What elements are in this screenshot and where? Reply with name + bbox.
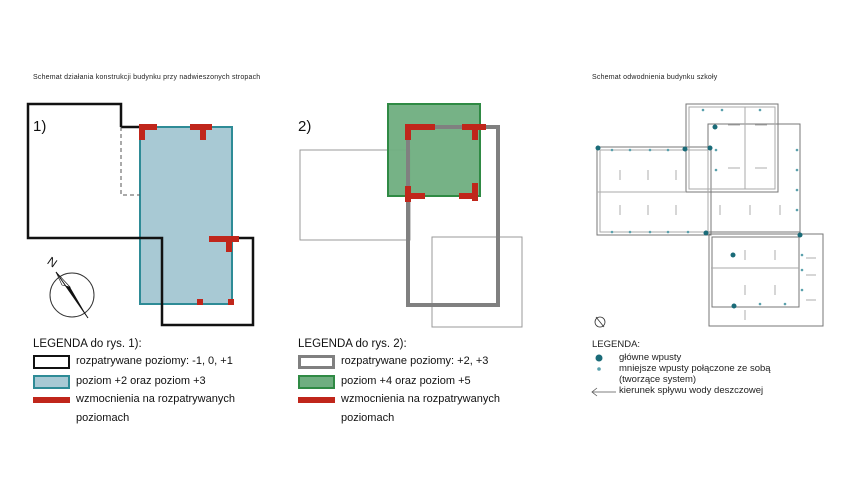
left-diagram-title: Schemat działania konstrukcji budynku pr… [33, 74, 261, 81]
drainage-compass-icon [594, 316, 606, 328]
fig2-legend-swatch-red [298, 397, 335, 403]
drainage-legend-item-2-cont: (tworzące system) [619, 374, 697, 385]
fig1-legend-swatch-red [33, 397, 70, 403]
compass-north-label: N [45, 254, 60, 270]
compass-icon [49, 271, 95, 319]
fig2-levels-outline [406, 125, 500, 307]
drainage-legend-title: LEGENDA: [592, 339, 641, 350]
fig2-thin-outline-right [431, 236, 523, 328]
figure-2-plan [299, 103, 523, 328]
drainage-legend-item-1: główne wpusty [619, 352, 682, 363]
fig1-lower-levels-outline [26, 102, 255, 327]
fig2-legend-item-2: poziom +4 oraz poziom +5 [341, 375, 471, 387]
legend-main-drain-icon [595, 354, 603, 362]
figure-1-number: 1) [33, 118, 47, 135]
fig2-legend-item-1: rozpatrywane poziomy: +2, +3 [341, 355, 489, 367]
main-drains [595, 124, 803, 309]
drainage-legend-item-3: kierunek spływu wody deszczowej [619, 385, 764, 396]
fig2-legend-title: LEGENDA do rys. 2): [298, 338, 407, 350]
fig1-legend-item-2: poziom +2 oraz poziom +3 [76, 375, 206, 387]
drainage-legend-item-2: mniejsze wpusty połączone ze sobą [619, 363, 771, 374]
fig1-legend-title: LEGENDA do rys. 1): [33, 338, 142, 350]
drainage-flow-arrows [619, 124, 816, 320]
fig1-reinforcements [139, 124, 239, 305]
fig1-legend-swatch-blue [33, 375, 70, 389]
fig2-reinforcements [405, 124, 486, 202]
right-diagram-title: Schemat odwodnienia budynku szkoły [592, 74, 718, 81]
fig1-legend-item-3: wzmocnienia na rozpatrywanych [76, 393, 235, 405]
legend-flow-arrow-icon [591, 387, 616, 397]
fig1-legend-item-3-cont: poziomach [76, 412, 130, 424]
drainage-plan [596, 103, 824, 327]
fig1-legend-item-1: rozpatrywane poziomy: -1, 0, +1 [76, 355, 233, 367]
fig2-legend-item-3-cont: poziomach [341, 412, 395, 424]
fig2-legend-swatch-outline [298, 355, 335, 369]
fig1-legend-swatch-outline [33, 355, 70, 369]
figure-1-plan [26, 102, 255, 327]
fig2-legend-swatch-green [298, 375, 335, 389]
legend-small-drain-icon [597, 367, 601, 371]
fig2-legend-item-3: wzmocnienia na rozpatrywanych [341, 393, 500, 405]
fig1-upper-levels-area [139, 126, 233, 305]
figure-2-number: 2) [298, 118, 312, 135]
fig1-hidden-edge [120, 127, 140, 196]
fig2-upper-levels-area [387, 103, 481, 197]
small-drains [610, 108, 804, 306]
